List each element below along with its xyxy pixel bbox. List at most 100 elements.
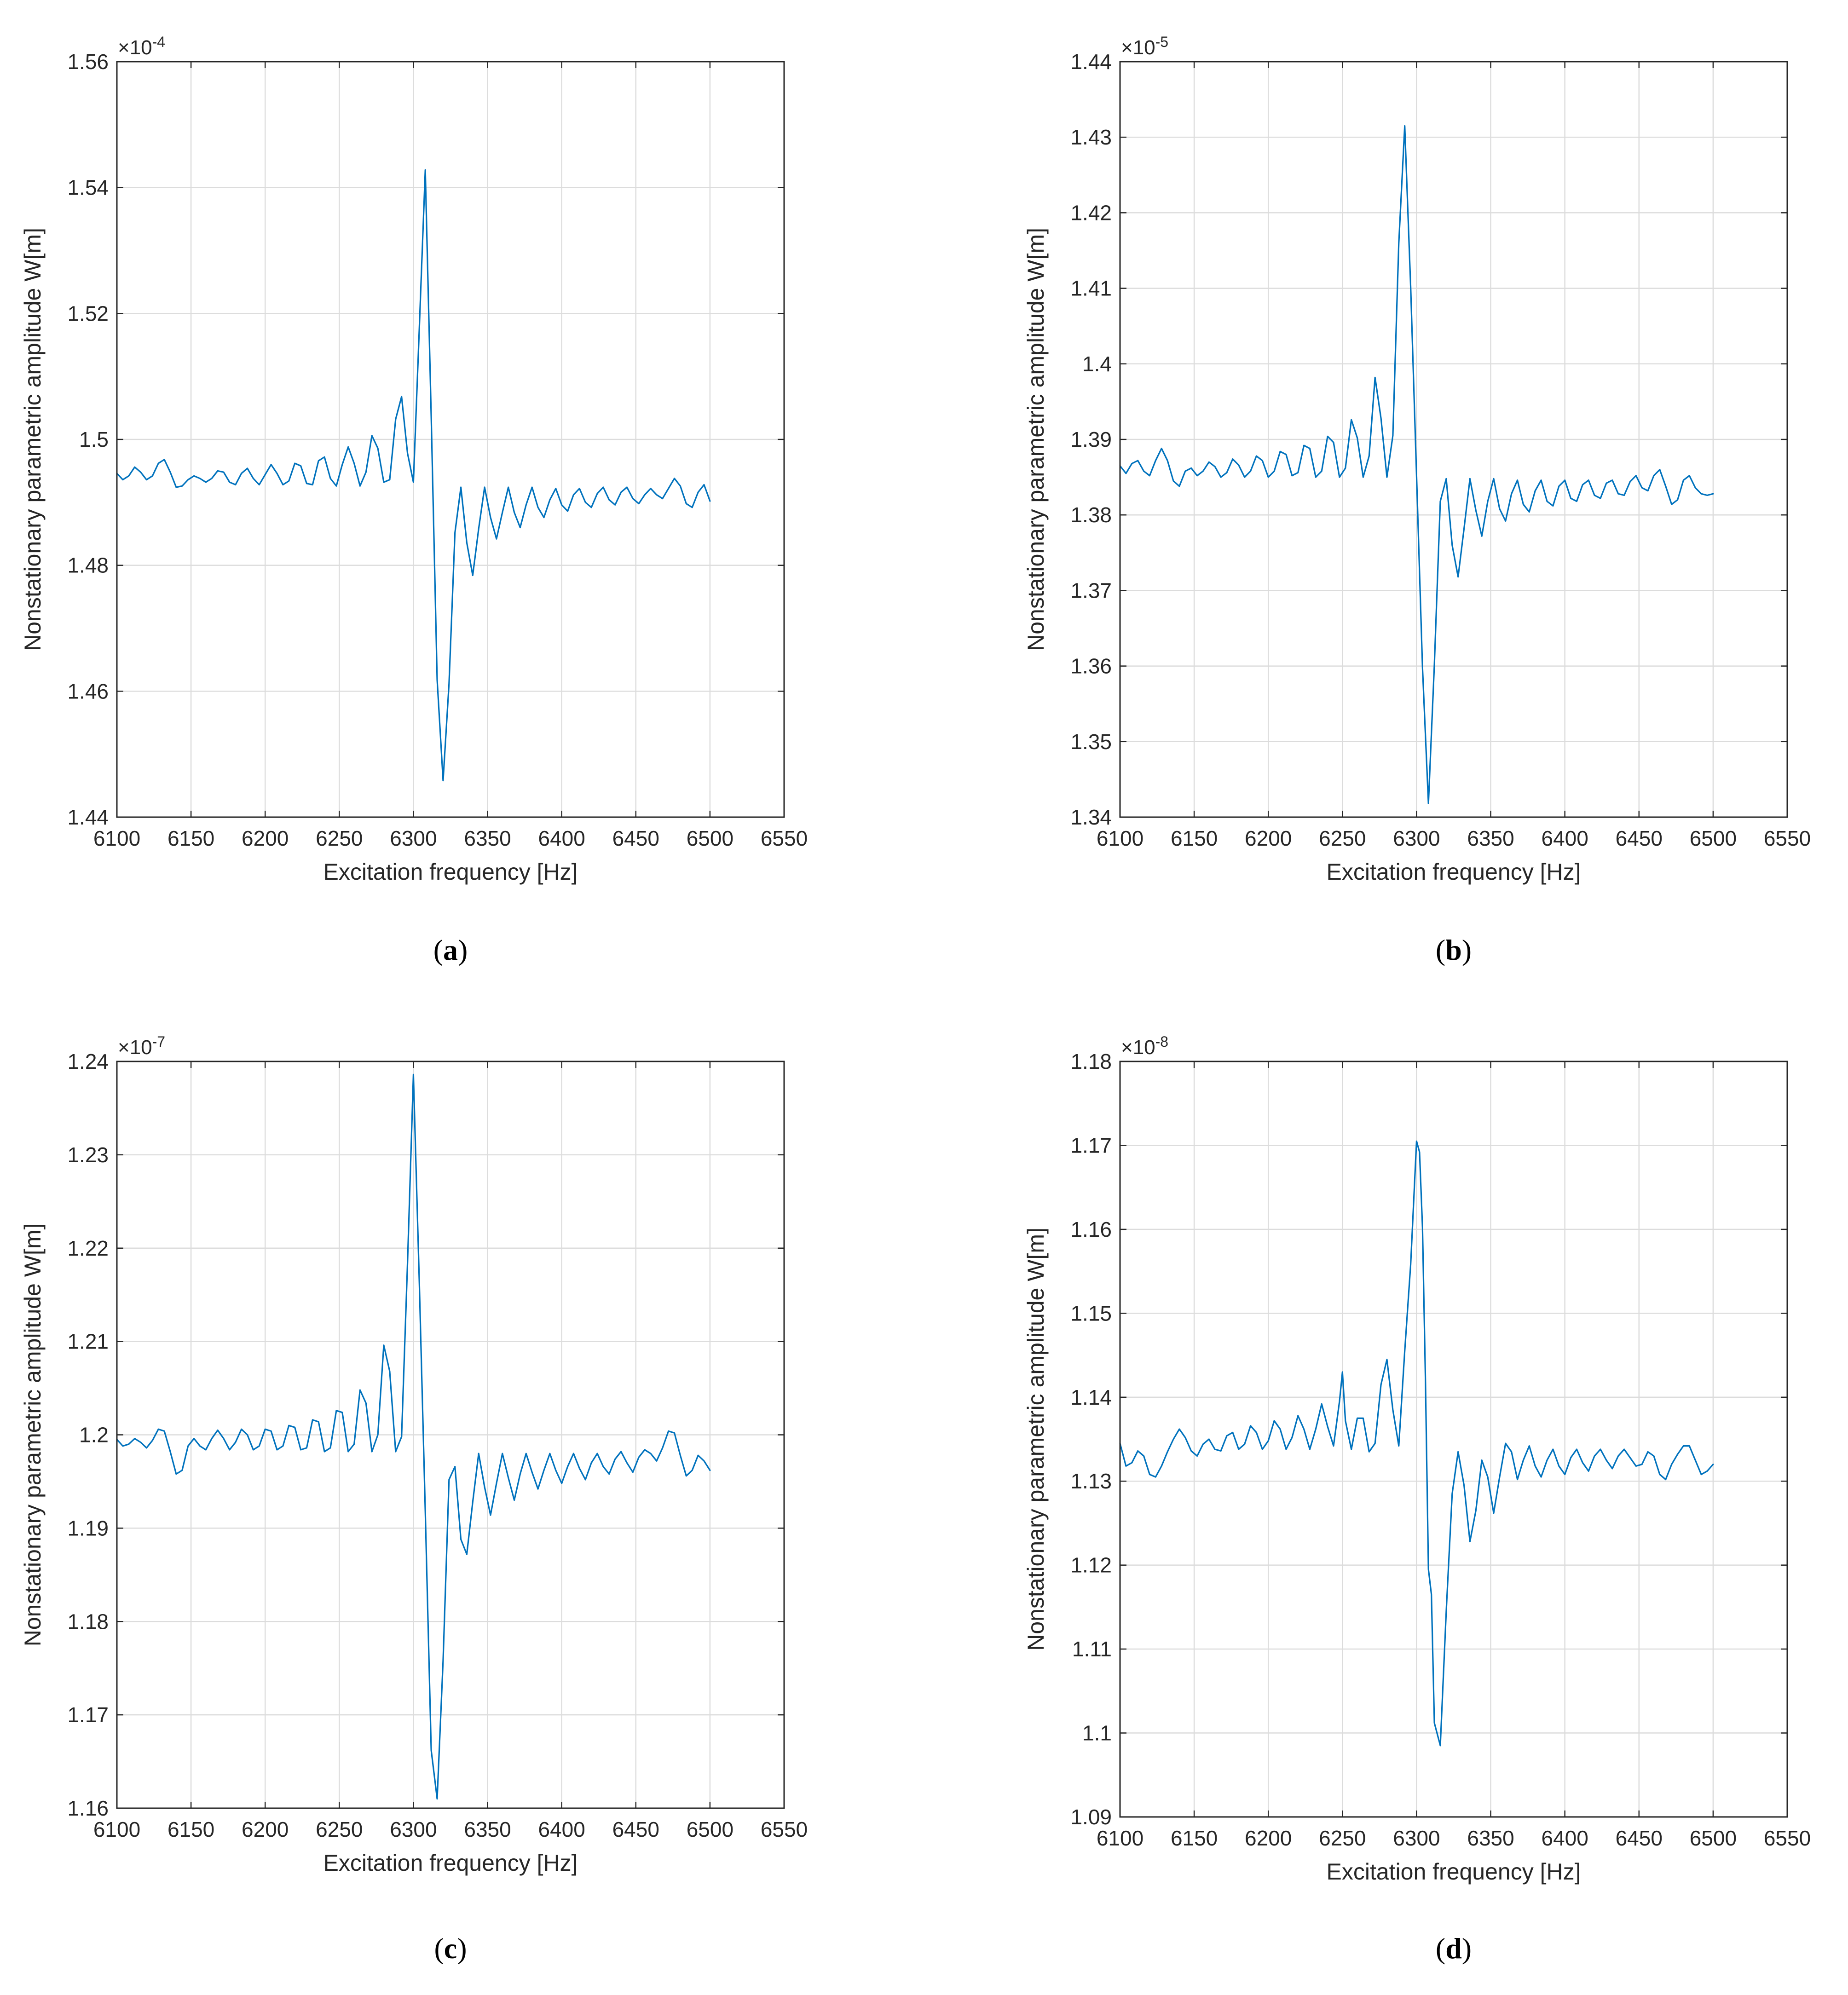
x-tick-label: 6100: [1097, 1826, 1143, 1850]
y-tick-label: 1.15: [1070, 1301, 1112, 1325]
x-tick-label: 6250: [316, 826, 363, 850]
x-tick-label: 6200: [1245, 826, 1292, 850]
x-tick-label: 6300: [1393, 826, 1440, 850]
y-tick-label: 1.1: [1082, 1721, 1112, 1745]
x-axis-label: Excitation frequency [Hz]: [323, 859, 578, 885]
x-tick-label: 6300: [390, 826, 437, 850]
chart-panel-b: 6100 6150 6200 6250 6300 6350 6400 6450 6500 6550…: [1023, 34, 1811, 966]
y-tick-label: 1.21: [67, 1330, 109, 1354]
series-line-W: [116, 169, 711, 782]
x-tick-label: 6500: [1690, 1826, 1737, 1850]
series-line-W: [116, 1073, 711, 1800]
y-tick-label: 1.18: [1070, 1049, 1112, 1073]
x-tick-label: 6100: [93, 1817, 140, 1841]
x-tick-label: 6500: [687, 1817, 733, 1841]
axes-box: [1119, 61, 1788, 818]
x-tick-label: 6250: [316, 1817, 363, 1841]
y-exponent-label: ×10-5: [1121, 34, 1168, 59]
chart-panel-c: 6100 6150 6200 6250 6300 6350 6400 6450 6500 6550…: [20, 1033, 808, 1965]
y-tick-label: 1.12: [1070, 1553, 1112, 1577]
axes-box: [1119, 1061, 1788, 1818]
panel-caption: (d): [1436, 1932, 1472, 1965]
x-tick-label: 6500: [1690, 826, 1737, 850]
x-tick-label: 6150: [167, 1817, 214, 1841]
y-tick-label: 1.09: [1070, 1805, 1112, 1829]
y-exponent-base: ×10: [118, 1036, 152, 1059]
chart-panel-a: 6100 6150 6200 6250 6300 6350 6400 6450 6500 6550…: [20, 34, 808, 966]
y-axis-label: Nonstationary parametric amplitude W[m]: [1023, 1228, 1049, 1651]
x-tick-label: 6150: [1171, 1826, 1218, 1850]
y-tick-label: 1.13: [1070, 1469, 1112, 1493]
y-exponent-power: -4: [152, 34, 165, 50]
x-tick-label: 6550: [1764, 1826, 1811, 1850]
y-tick-label: 1.16: [1070, 1217, 1112, 1241]
x-tick-label: 6550: [1764, 826, 1811, 850]
y-exponent-label: ×10-8: [1121, 1033, 1168, 1059]
y-tick-label: 1.43: [1070, 125, 1112, 149]
x-tick-label: 6150: [167, 826, 214, 850]
y-tick-label: 1.44: [67, 805, 109, 829]
x-tick-label: 6350: [464, 1817, 511, 1841]
y-tick-label: 1.5: [79, 427, 109, 451]
x-tick-label: 6150: [1171, 826, 1218, 850]
y-tick-label: 1.19: [67, 1516, 109, 1540]
x-tick-label: 6550: [761, 1817, 808, 1841]
y-tick-label: 1.52: [67, 301, 109, 325]
y-tick-label: 1.38: [1070, 503, 1112, 527]
y-tick-label: 1.56: [67, 50, 109, 74]
y-tick-label: 1.34: [1070, 805, 1112, 829]
y-tick-label: 1.4: [1082, 352, 1112, 376]
x-tick-label: 6200: [1245, 1826, 1292, 1850]
x-tick-label: 6300: [1393, 1826, 1440, 1850]
x-tick-label: 6350: [1467, 826, 1514, 850]
x-axis-label: Excitation frequency [Hz]: [1326, 1859, 1581, 1885]
y-tick-label: 1.42: [1070, 201, 1112, 225]
x-tick-label: 6450: [612, 1817, 659, 1841]
x-tick-label: 6400: [1541, 1826, 1588, 1850]
x-tick-label: 6450: [1616, 1826, 1663, 1850]
y-tick-label: 1.54: [67, 176, 109, 200]
y-axis-label: Nonstationary parametric amplitude W[m]: [20, 1223, 46, 1647]
y-exponent-base: ×10: [118, 36, 152, 59]
x-tick-label: 6400: [538, 826, 585, 850]
y-exponent-base: ×10: [1121, 36, 1155, 59]
x-tick-label: 6400: [1541, 826, 1588, 850]
y-exponent-power: -5: [1155, 34, 1168, 50]
series-line-W: [1119, 125, 1714, 805]
y-tick-label: 1.2: [79, 1423, 109, 1447]
y-exponent-power: -8: [1155, 1033, 1168, 1050]
y-tick-label: 1.41: [1070, 277, 1112, 300]
axes-box: [116, 1061, 785, 1809]
y-exponent-label: ×10-7: [118, 1033, 165, 1059]
x-tick-label: 6400: [538, 1817, 585, 1841]
x-tick-label: 6350: [464, 826, 511, 850]
panel-caption: (a): [433, 934, 468, 966]
y-tick-label: 1.35: [1070, 730, 1112, 754]
x-tick-label: 6200: [242, 1817, 289, 1841]
x-tick-label: 6350: [1467, 1826, 1514, 1850]
x-tick-label: 6450: [1616, 826, 1663, 850]
y-exponent-label: ×10-4: [118, 34, 165, 59]
y-exponent-power: -7: [152, 1033, 165, 1050]
y-tick-label: 1.16: [67, 1796, 109, 1820]
y-tick-label: 1.39: [1070, 427, 1112, 451]
y-tick-label: 1.23: [67, 1143, 109, 1167]
y-tick-label: 1.14: [1070, 1385, 1112, 1409]
plot-area: [1120, 1061, 1787, 1817]
x-axis-label: Excitation frequency [Hz]: [323, 1850, 578, 1876]
x-tick-label: 6300: [390, 1817, 437, 1841]
x-tick-label: 6200: [242, 826, 289, 850]
x-axis-label: Excitation frequency [Hz]: [1326, 859, 1581, 885]
y-axis-label: Nonstationary parametric amplitude W[m]: [20, 228, 46, 651]
x-tick-label: 6100: [93, 826, 140, 850]
panel-caption: (c): [434, 1932, 467, 1965]
y-tick-label: 1.37: [1070, 578, 1112, 602]
y-tick-label: 1.22: [67, 1236, 109, 1260]
x-tick-label: 6100: [1097, 826, 1143, 850]
x-tick-label: 6500: [687, 826, 733, 850]
y-tick-label: 1.24: [67, 1049, 109, 1073]
y-tick-label: 1.17: [1070, 1133, 1112, 1157]
y-tick-label: 1.48: [67, 554, 109, 577]
y-tick-label: 1.11: [1072, 1637, 1112, 1661]
